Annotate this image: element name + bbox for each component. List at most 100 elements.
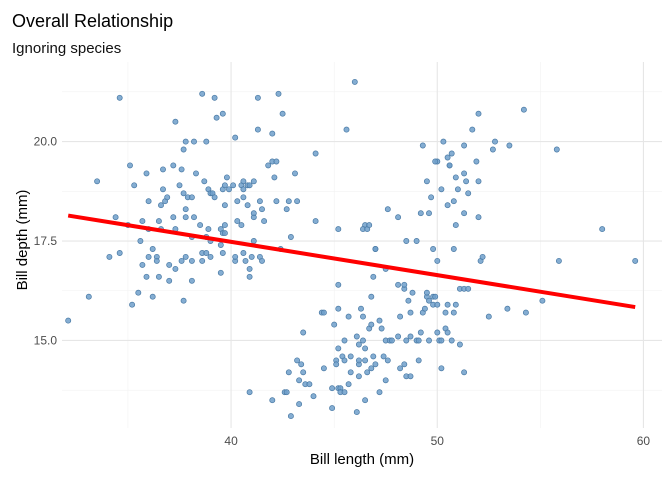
data-point — [504, 305, 511, 312]
data-point — [300, 329, 307, 336]
data-point — [172, 265, 179, 272]
data-point — [401, 281, 408, 288]
data-point — [296, 377, 303, 384]
data-point — [446, 162, 453, 169]
data-point — [426, 337, 432, 344]
data-point — [94, 178, 101, 185]
data-point — [465, 190, 472, 197]
data-point — [116, 94, 123, 101]
data-point — [372, 246, 379, 252]
data-point — [201, 178, 208, 185]
data-point — [180, 297, 187, 304]
data-point — [341, 337, 348, 344]
data-point — [217, 242, 224, 248]
data-point — [417, 210, 424, 217]
data-point — [217, 269, 224, 276]
data-point — [139, 218, 146, 225]
data-point — [226, 186, 232, 193]
data-point — [415, 337, 422, 344]
chart-subtitle: Ignoring species — [12, 40, 121, 57]
data-point — [320, 365, 327, 372]
data-point — [382, 377, 389, 384]
data-point — [139, 261, 146, 268]
data-point — [273, 158, 280, 165]
data-point — [221, 182, 228, 189]
data-point — [131, 182, 138, 189]
data-point — [520, 106, 527, 113]
data-point — [287, 413, 294, 420]
data-point — [456, 341, 463, 348]
data-point — [353, 333, 360, 340]
data-point — [254, 94, 261, 101]
data-point — [178, 257, 185, 264]
y-tick-label: 20.0 — [34, 135, 58, 149]
data-point — [197, 222, 204, 229]
data-point — [444, 301, 451, 308]
data-point — [283, 389, 290, 396]
data-point — [362, 397, 369, 404]
data-point — [442, 309, 449, 316]
data-point — [461, 210, 468, 217]
data-point — [444, 202, 451, 209]
data-point — [461, 369, 468, 376]
data-point — [182, 214, 189, 221]
data-point — [341, 389, 348, 396]
data-point — [376, 317, 383, 324]
data-point — [298, 361, 305, 368]
data-point — [362, 345, 369, 352]
data-point — [232, 253, 239, 260]
data-point — [296, 401, 303, 408]
data-point — [170, 162, 177, 169]
data-point — [341, 357, 348, 364]
data-point — [250, 238, 257, 244]
data-point — [434, 329, 441, 336]
data-point — [355, 357, 362, 364]
data-point — [358, 305, 364, 312]
data-point — [475, 110, 482, 117]
data-point — [397, 313, 404, 320]
data-point — [448, 150, 455, 157]
data-point — [417, 329, 424, 336]
data-point — [223, 174, 230, 181]
data-point — [434, 257, 441, 264]
data-point — [213, 114, 220, 121]
data-point — [191, 214, 197, 221]
data-point — [221, 230, 228, 237]
data-point — [335, 305, 342, 312]
data-point — [553, 146, 560, 153]
x-tick-label: 50 — [431, 434, 445, 448]
data-point — [182, 138, 189, 145]
data-point — [261, 218, 268, 225]
data-point — [407, 309, 414, 316]
data-point — [438, 365, 445, 372]
data-point — [137, 238, 144, 244]
data-point — [279, 110, 286, 117]
data-point — [335, 345, 342, 352]
data-point — [428, 194, 435, 201]
x-tick-label: 40 — [224, 434, 238, 448]
data-point — [112, 214, 119, 221]
data-point — [240, 194, 247, 201]
y-tick-label: 15.0 — [34, 333, 58, 347]
data-point — [248, 253, 255, 260]
data-point — [234, 218, 241, 225]
data-point — [444, 154, 451, 161]
data-point — [273, 198, 280, 205]
data-point — [461, 142, 468, 149]
data-point — [292, 170, 298, 177]
data-point — [479, 253, 486, 260]
x-tick-label: 60 — [637, 434, 651, 448]
data-point — [522, 309, 529, 316]
data-point — [434, 301, 441, 308]
data-point — [489, 146, 496, 153]
data-point — [158, 202, 164, 209]
data-point — [432, 293, 439, 300]
data-point — [452, 222, 459, 229]
data-point — [145, 253, 152, 260]
regression-line — [67, 213, 636, 310]
data-point — [430, 246, 437, 252]
data-point — [211, 94, 218, 101]
y-tick-label: 17.5 — [34, 234, 58, 248]
data-point — [254, 126, 261, 133]
